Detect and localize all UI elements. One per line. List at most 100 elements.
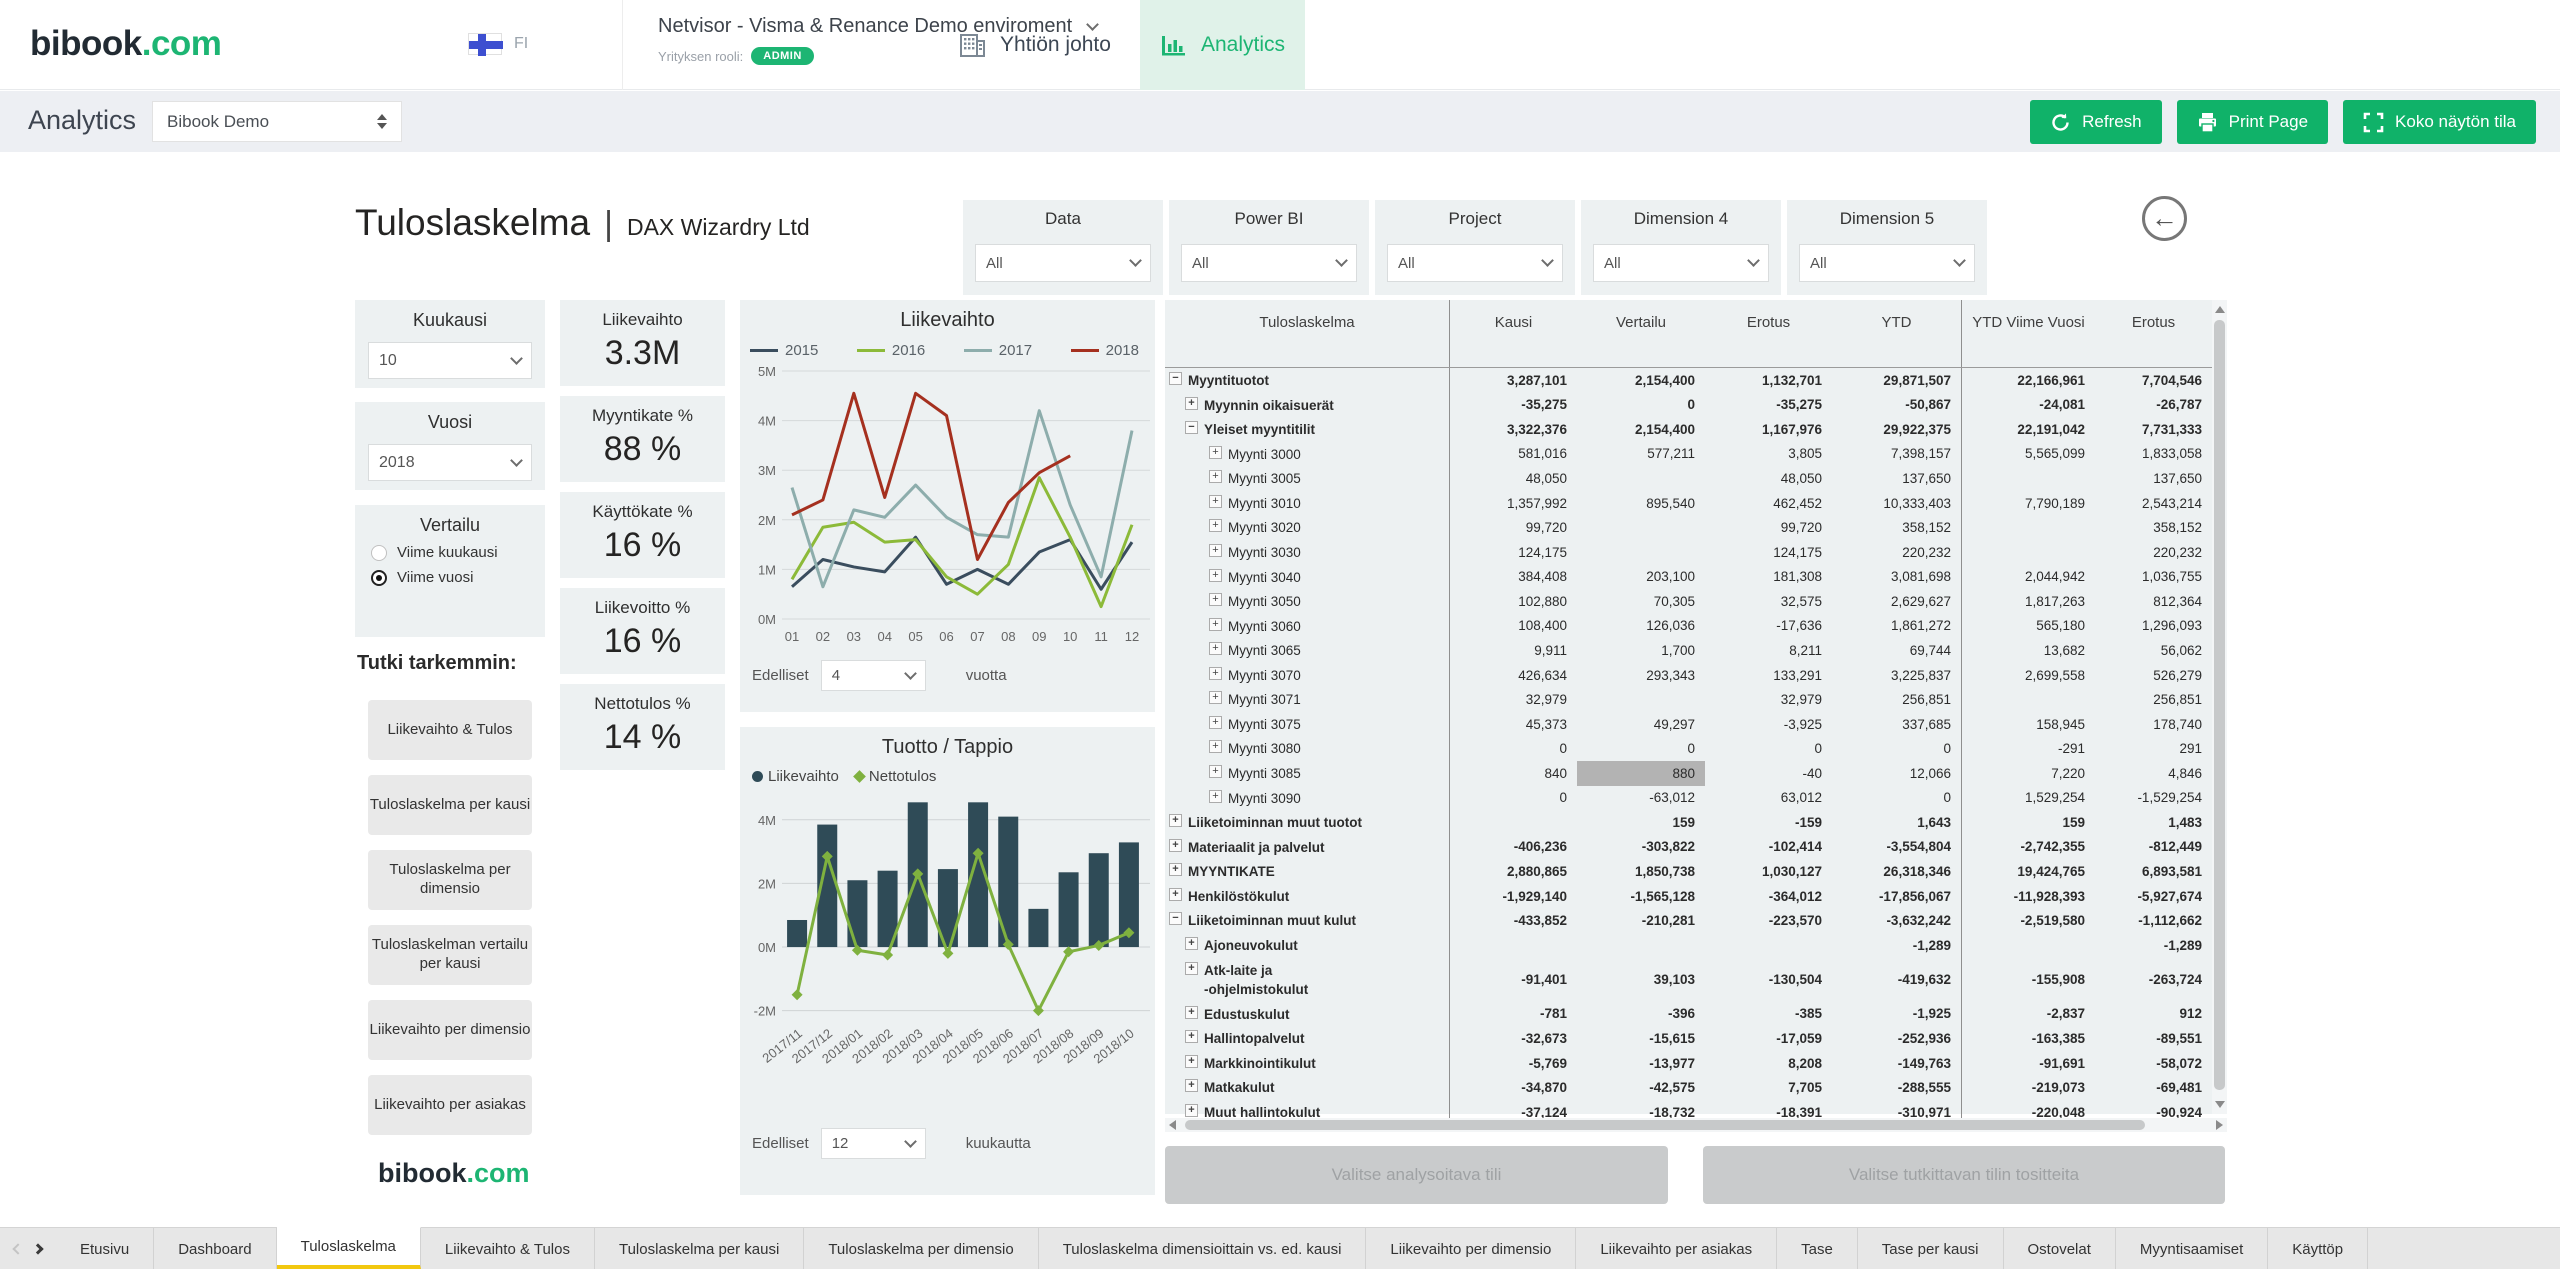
cell-ytd[interactable]: -50,867 xyxy=(1832,393,1962,418)
cell-vertailu[interactable]: -63,012 xyxy=(1577,786,1705,811)
cell-erotus[interactable]: -130,504 xyxy=(1705,958,1832,1002)
cell-erotus[interactable]: -159 xyxy=(1705,810,1832,835)
filter-select[interactable]: All xyxy=(975,244,1151,282)
cell-vertailu[interactable]: 293,343 xyxy=(1577,663,1705,688)
cell-vertailu[interactable] xyxy=(1577,515,1705,540)
table-row[interactable]: +Myynti 3040384,408203,100181,3083,081,6… xyxy=(1165,565,2212,590)
cell-erotus[interactable]: 7,705 xyxy=(1705,1075,1832,1100)
collapse-icon[interactable]: − xyxy=(1169,912,1182,925)
cell-erotus[interactable]: -17,059 xyxy=(1705,1026,1832,1051)
cell-kausi[interactable]: -91,401 xyxy=(1450,958,1577,1002)
report-tab-tuloslaskelma[interactable]: Tuloslaskelma xyxy=(277,1227,421,1269)
explore-button-4[interactable]: Tuloslaskelman vertailu per kausi xyxy=(368,925,532,985)
scroll-right-icon[interactable] xyxy=(2216,1120,2223,1130)
horizontal-scrollbar[interactable] xyxy=(1165,1118,2227,1132)
cell-erotus[interactable]: 8,208 xyxy=(1705,1051,1832,1076)
cell-vertailu[interactable]: 39,103 xyxy=(1577,958,1705,1002)
cell-vertailu[interactable]: 880 xyxy=(1577,761,1705,786)
cell-erotus[interactable]: 48,050 xyxy=(1705,466,1832,491)
month-select[interactable]: 10 xyxy=(368,342,532,379)
cell-ytd[interactable]: 2,629,627 xyxy=(1832,589,1962,614)
scroll-up-icon[interactable] xyxy=(2215,306,2225,313)
cell-erotus-ytd[interactable]: -263,724 xyxy=(2095,958,2212,1002)
cell-kausi[interactable]: -433,852 xyxy=(1450,908,1577,933)
filter-select[interactable]: All xyxy=(1181,244,1357,282)
column-header[interactable]: YTD Viime Vuosi xyxy=(1962,300,2095,367)
cell-ytd-viime-vuosi[interactable]: -219,073 xyxy=(1962,1075,2095,1100)
cell-ytd-viime-vuosi[interactable]: -291 xyxy=(1962,736,2095,761)
expand-icon[interactable]: + xyxy=(1185,397,1198,410)
table-row[interactable]: +Myynti 302099,72099,720358,152358,152 xyxy=(1165,515,2212,540)
expand-icon[interactable]: + xyxy=(1209,642,1222,655)
expand-icon[interactable]: + xyxy=(1185,1079,1198,1092)
column-header[interactable]: Tuloslaskelma xyxy=(1165,300,1450,367)
table-row[interactable]: +Myynti 3060108,400126,036-17,6361,861,2… xyxy=(1165,614,2212,639)
expand-icon[interactable]: + xyxy=(1209,593,1222,606)
table-row[interactable]: +Matkakulut-34,870-42,5757,705-288,555-2… xyxy=(1165,1075,2212,1100)
radio-viime-vuosi[interactable]: Viime vuosi xyxy=(371,569,545,586)
tuotto-tappio-chart[interactable]: Tuotto / Tappio Liikevaihto Nettotulos -… xyxy=(740,727,1155,1195)
cell-ytd-viime-vuosi[interactable] xyxy=(1962,515,2095,540)
cell-kausi[interactable]: 99,720 xyxy=(1450,515,1577,540)
explore-button-1[interactable]: Liikevaihto & Tulos xyxy=(368,700,532,760)
cell-ytd[interactable]: 0 xyxy=(1832,736,1962,761)
cell-kausi[interactable]: 384,408 xyxy=(1450,565,1577,590)
cell-erotus-ytd[interactable]: 291 xyxy=(2095,736,2212,761)
cell-ytd-viime-vuosi[interactable]: 2,699,558 xyxy=(1962,663,2095,688)
report-tab-liikevaihto-per-asiakas[interactable]: Liikevaihto per asiakas xyxy=(1576,1228,1777,1269)
cell-vertailu[interactable]: 159 xyxy=(1577,810,1705,835)
cell-vertailu[interactable]: -1,565,128 xyxy=(1577,884,1705,909)
cell-erotus-ytd[interactable]: 178,740 xyxy=(2095,712,2212,737)
cell-erotus[interactable]: 99,720 xyxy=(1705,515,1832,540)
cell-ytd-viime-vuosi[interactable]: 159 xyxy=(1962,810,2095,835)
cell-vertailu[interactable]: -42,575 xyxy=(1577,1075,1705,1100)
cell-erotus[interactable]: 124,175 xyxy=(1705,540,1832,565)
collapse-icon[interactable]: − xyxy=(1185,421,1198,434)
cell-erotus-ytd[interactable]: 1,483 xyxy=(2095,810,2212,835)
cell-ytd-viime-vuosi[interactable]: 5,565,099 xyxy=(1962,442,2095,467)
cell-kausi[interactable]: -781 xyxy=(1450,1002,1577,1027)
cell-vertailu[interactable]: 203,100 xyxy=(1577,565,1705,590)
report-tab-tuloslaskelma-dimensioittain-vs-ed-kausi[interactable]: Tuloslaskelma dimensioittain vs. ed. kau… xyxy=(1039,1228,1367,1269)
cell-vertailu[interactable] xyxy=(1577,933,1705,958)
cell-ytd-viime-vuosi[interactable]: 7,220 xyxy=(1962,761,2095,786)
table-row[interactable]: +Henkilöstökulut-1,929,140-1,565,128-364… xyxy=(1165,884,2212,909)
cell-ytd[interactable]: 137,650 xyxy=(1832,466,1962,491)
expand-icon[interactable]: + xyxy=(1169,888,1182,901)
cell-erotus[interactable]: 1,030,127 xyxy=(1705,859,1832,884)
cell-kausi[interactable] xyxy=(1450,810,1577,835)
cell-ytd[interactable]: 29,871,507 xyxy=(1832,368,1962,393)
column-header[interactable]: YTD xyxy=(1832,300,1962,367)
table-row[interactable]: +Atk-laite ja -ohjelmistokulut-91,40139,… xyxy=(1165,958,2212,1002)
cell-vertailu[interactable]: -210,281 xyxy=(1577,908,1705,933)
cell-ytd-viime-vuosi[interactable]: -2,519,580 xyxy=(1962,908,2095,933)
cell-erotus[interactable]: -102,414 xyxy=(1705,835,1832,860)
cell-erotus-ytd[interactable]: 7,731,333 xyxy=(2095,417,2212,442)
cell-kausi[interactable]: 45,373 xyxy=(1450,712,1577,737)
report-tab-tase[interactable]: Tase xyxy=(1777,1228,1858,1269)
table-row[interactable]: +Myynnin oikaisuerät-35,2750-35,275-50,8… xyxy=(1165,393,2212,418)
scroll-down-icon[interactable] xyxy=(2215,1101,2225,1108)
cell-erotus-ytd[interactable]: -1,529,254 xyxy=(2095,786,2212,811)
cell-vertailu[interactable] xyxy=(1577,466,1705,491)
filter-select[interactable]: All xyxy=(1593,244,1769,282)
cell-erotus[interactable]: 32,575 xyxy=(1705,589,1832,614)
cell-kausi[interactable]: -34,870 xyxy=(1450,1075,1577,1100)
year-select[interactable]: 2018 xyxy=(368,444,532,481)
report-tab-tuloslaskelma-per-kausi[interactable]: Tuloslaskelma per kausi xyxy=(595,1228,804,1269)
table-row[interactable]: +Myynti 3050102,88070,30532,5752,629,627… xyxy=(1165,589,2212,614)
cell-ytd[interactable]: -419,632 xyxy=(1832,958,1962,1002)
cell-vertailu[interactable]: -13,977 xyxy=(1577,1051,1705,1076)
cell-vertailu[interactable] xyxy=(1577,540,1705,565)
cell-erotus[interactable]: -17,636 xyxy=(1705,614,1832,639)
explore-button-5[interactable]: Liikevaihto per dimensio xyxy=(368,1000,532,1060)
table-row[interactable]: +Myynti 307545,37349,297-3,925337,685158… xyxy=(1165,712,2212,737)
cell-erotus-ytd[interactable]: 1,833,058 xyxy=(2095,442,2212,467)
cell-erotus[interactable]: 133,291 xyxy=(1705,663,1832,688)
cell-erotus[interactable]: -385 xyxy=(1705,1002,1832,1027)
table-row[interactable]: +Myynti 3000581,016577,2113,8057,398,157… xyxy=(1165,442,2212,467)
cell-ytd[interactable]: 358,152 xyxy=(1832,515,1962,540)
expand-icon[interactable]: + xyxy=(1185,1030,1198,1043)
expand-icon[interactable]: + xyxy=(1185,937,1198,950)
cell-vertailu[interactable]: 70,305 xyxy=(1577,589,1705,614)
